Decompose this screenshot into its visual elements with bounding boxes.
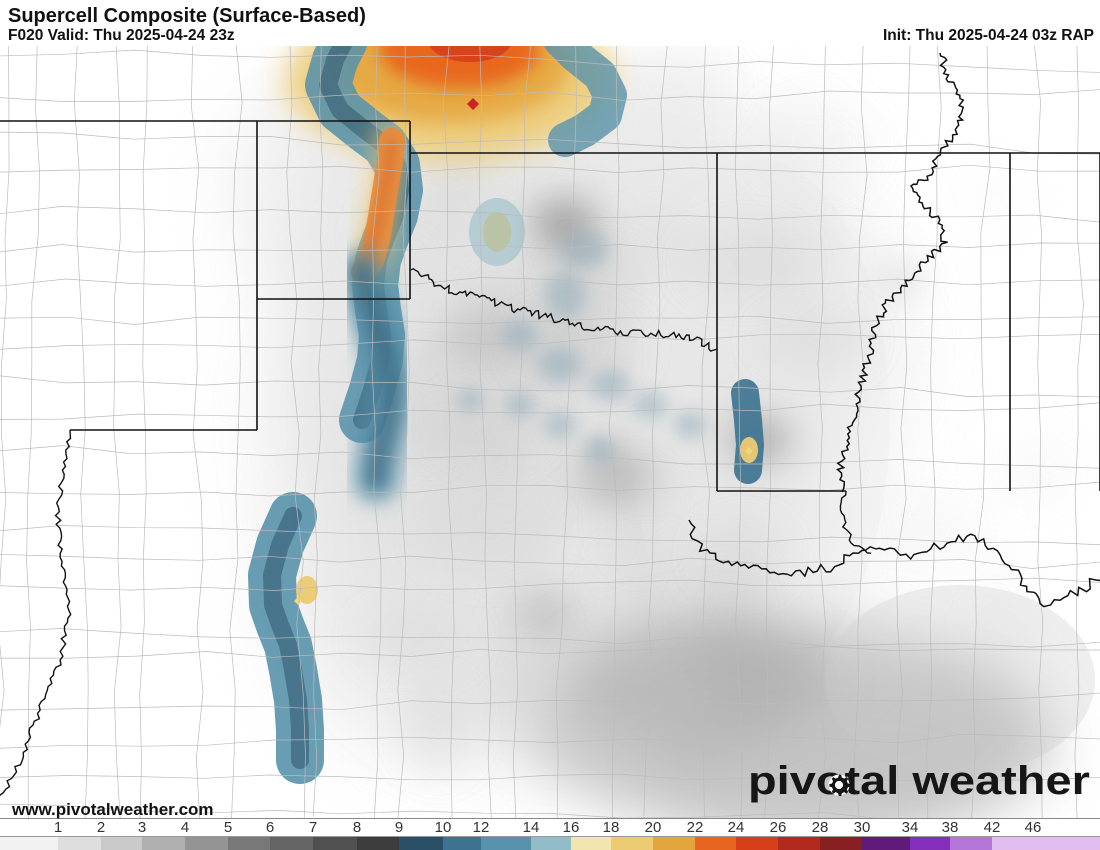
svg-text:12: 12: [473, 820, 490, 834]
svg-text:14: 14: [523, 820, 540, 834]
svg-text:30: 30: [854, 820, 871, 834]
svg-text:24: 24: [728, 820, 745, 834]
svg-text:10: 10: [435, 820, 452, 834]
svg-text:46: 46: [1025, 820, 1042, 834]
svg-text:2: 2: [97, 820, 105, 834]
svg-text:1: 1: [54, 820, 62, 834]
svg-text:6: 6: [266, 820, 274, 834]
svg-text:42: 42: [984, 820, 1001, 834]
svg-text:18: 18: [603, 820, 620, 834]
svg-text:4: 4: [181, 820, 189, 834]
svg-text:8: 8: [353, 820, 361, 834]
svg-text:20: 20: [645, 820, 662, 834]
svg-text:16: 16: [563, 820, 580, 834]
svg-text:38: 38: [942, 820, 959, 834]
svg-text:7: 7: [309, 820, 317, 834]
svg-text:22: 22: [687, 820, 704, 834]
svg-text:5: 5: [224, 820, 232, 834]
svg-text:26: 26: [770, 820, 787, 834]
svg-text:28: 28: [812, 820, 829, 834]
svg-text:34: 34: [902, 820, 919, 834]
svg-text:3: 3: [138, 820, 146, 834]
svg-text:9: 9: [395, 820, 403, 834]
